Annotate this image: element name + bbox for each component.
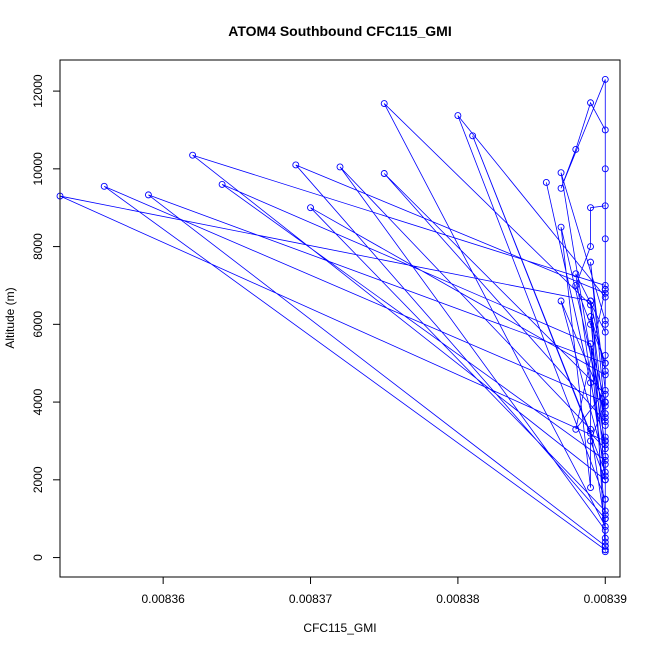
data-point [601,316,609,324]
data-point [601,285,609,293]
data-point [557,297,565,305]
data-point [100,182,108,190]
data-point [601,472,609,480]
data-point [587,301,594,309]
data-point [218,180,226,188]
data-point [601,359,609,367]
data-point [601,534,609,542]
data-point [587,429,594,437]
x-tick-label: 0.00839 [584,592,628,606]
data-point [601,433,609,441]
x-axis-label: CFC115_GMI [303,621,376,635]
y-tick-label: 2000 [31,466,45,493]
data-point [572,270,580,278]
data-point [601,320,609,328]
data-point [542,178,550,186]
data-point [587,297,594,305]
data-point [557,223,565,231]
data-point [601,515,609,523]
x-tick-label: 0.00836 [141,592,185,606]
x-tick-label: 0.00837 [289,592,333,606]
data-point [454,112,462,120]
y-tick-label: 12000 [31,74,45,108]
data-point [601,542,609,550]
data-point [601,445,609,453]
data-point [572,282,580,289]
data-point [601,421,609,429]
data-point [601,546,609,554]
plot-frame [59,59,621,578]
data-point [601,165,609,173]
data-point [292,161,300,169]
data-point [587,484,594,492]
data-point [601,538,609,546]
y-axis: 0 2000 4000 6000 8000 10000 12000 [31,74,60,561]
data-point [601,282,609,289]
data-point [601,441,609,449]
data-point [307,204,314,212]
data-point [572,425,580,433]
data-point [380,100,388,107]
data-point [469,132,477,140]
data-point [587,425,594,433]
data-point [601,367,609,375]
y-tick-label: 4000 [31,388,45,415]
data-point [601,460,609,468]
series-layer [56,75,609,556]
data-point [601,523,609,530]
data-point [587,243,594,251]
y-tick-label: 6000 [31,311,45,338]
data-point [601,418,609,425]
data-point [601,511,609,519]
data-point [601,453,609,460]
data-point [587,313,594,321]
data-point [601,437,609,445]
data-point [601,526,609,534]
data-point [144,191,152,199]
data-point [587,258,594,266]
data-point [380,170,388,177]
data-point [587,437,594,445]
data-point [601,456,609,464]
data-point [336,163,344,171]
data-point [601,468,609,476]
data-point [587,320,594,328]
data-point [601,371,609,379]
data-point [601,126,609,134]
data-point [601,386,609,394]
data-point [601,414,609,422]
data-point [557,169,565,177]
series-line [59,79,606,552]
data-point [601,495,609,503]
x-tick-label: 0.00838 [436,592,480,606]
data-point [601,390,609,398]
data-point [601,328,609,336]
data-point [601,289,609,297]
y-tick-label: 0 [31,554,45,561]
data-point [601,202,609,210]
data-point [601,293,609,301]
data-point [601,235,609,243]
data-point [601,75,609,83]
data-point [601,410,609,418]
data-point [572,145,580,153]
data-point [601,351,609,359]
x-axis: 0.00836 0.00837 0.00838 0.00839 [141,577,627,606]
data-point [601,398,609,406]
data-point [601,476,609,484]
data-point [587,99,594,107]
y-tick-label: 8000 [31,233,45,260]
y-tick-label: 10000 [31,152,45,186]
data-point [601,507,609,515]
data-point [601,402,609,410]
y-axis-label: Altitude (m) [3,287,17,348]
data-point [587,204,594,212]
data-point [587,340,594,348]
data-point [587,379,594,387]
chart-title: ATOM4 Southbound CFC115_GMI [228,23,452,39]
data-point [557,184,565,192]
data-point [189,151,197,159]
